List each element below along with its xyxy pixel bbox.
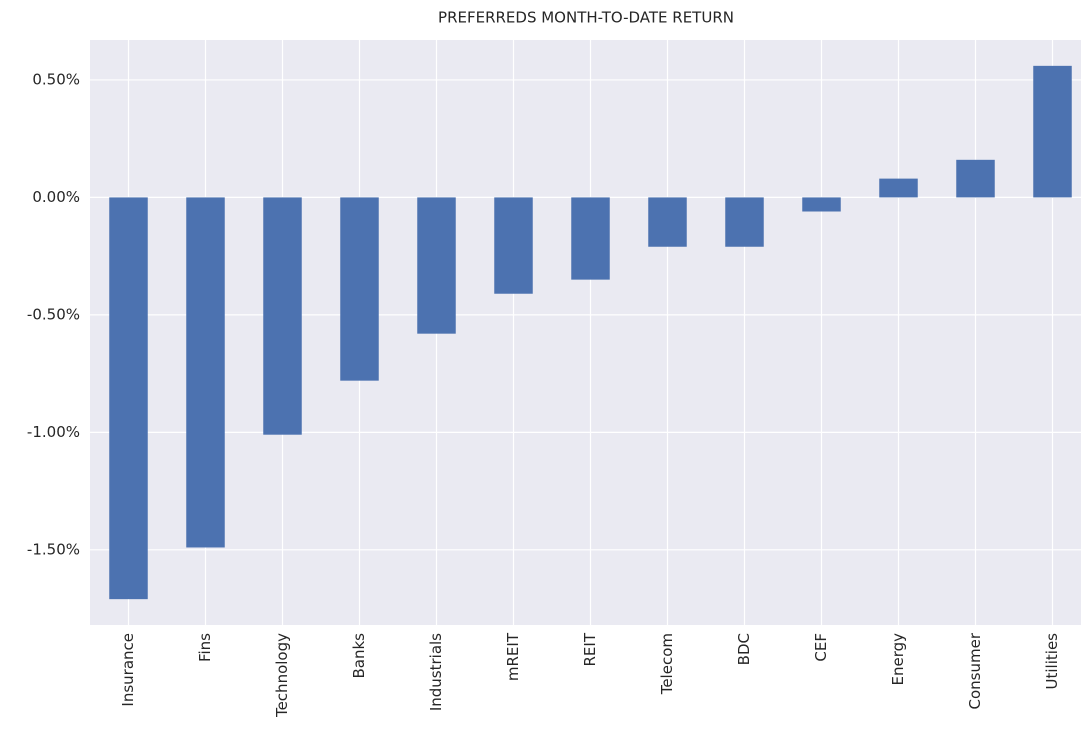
bar (186, 197, 225, 548)
bar (1033, 65, 1072, 198)
x-tick-label: Consumer (966, 632, 984, 709)
x-tick-label: mREIT (504, 632, 522, 681)
x-tick-label: REIT (581, 632, 599, 666)
bar (340, 197, 379, 381)
bar (571, 197, 610, 280)
x-tick-label: Fins (196, 633, 214, 662)
x-tick-label: CEF (812, 633, 830, 662)
y-tick-label: -1.50% (27, 540, 80, 558)
x-tick-label: Utilities (1043, 633, 1061, 690)
bar (956, 159, 995, 198)
bar (263, 197, 302, 435)
y-tick-label: -0.50% (27, 305, 80, 323)
bar (802, 197, 841, 212)
bar (648, 197, 687, 247)
chart-title: PREFERREDS MONTH-TO-DATE RETURN (438, 9, 734, 27)
y-tick-label: 0.00% (32, 188, 80, 206)
x-tick-label: Telecom (658, 633, 676, 695)
bar (879, 178, 918, 198)
x-tick-label: Technology (273, 633, 291, 718)
y-tick-label: 0.50% (32, 70, 80, 88)
bar (417, 197, 456, 334)
bar (725, 197, 764, 247)
bar (494, 197, 533, 294)
x-tick-label: Insurance (119, 633, 137, 707)
bar (109, 197, 148, 600)
x-tick-label: Energy (889, 633, 907, 686)
x-tick-label: BDC (735, 633, 753, 665)
plot-background (90, 40, 1081, 625)
x-tick-label: Industrials (427, 633, 445, 711)
y-tick-label: -1.00% (27, 423, 80, 441)
x-tick-label: Banks (350, 633, 368, 679)
